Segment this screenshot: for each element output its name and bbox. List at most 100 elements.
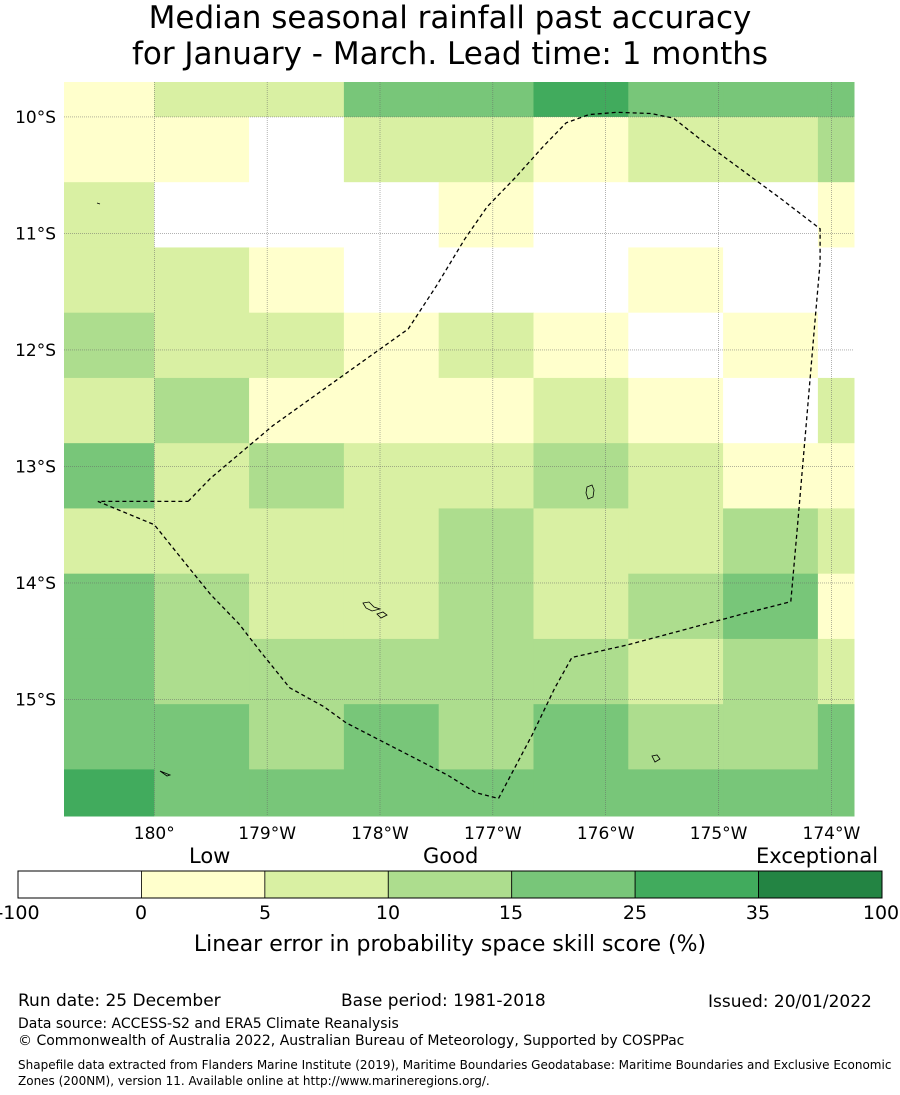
skill-score-grid xyxy=(64,82,855,817)
grid-cell xyxy=(154,312,250,379)
grid-cell xyxy=(64,182,155,248)
grid-cell xyxy=(64,704,155,770)
colorbar-swatch xyxy=(387,870,513,899)
grid-cell xyxy=(343,443,440,509)
island-outline xyxy=(159,770,172,777)
grid-cell xyxy=(249,116,345,183)
grid-cell xyxy=(817,182,855,248)
grid-cell xyxy=(723,769,819,817)
grid-cell xyxy=(154,769,250,817)
grid-cell xyxy=(817,508,855,575)
colorbar-swatch xyxy=(758,870,883,899)
run-date: Run date: 25 December xyxy=(18,991,221,1011)
grid-cell xyxy=(628,508,724,575)
grid-cell xyxy=(723,377,819,444)
grid-cell xyxy=(249,312,345,379)
latitude-tick-label: 13°S xyxy=(15,457,56,477)
grid-cell xyxy=(154,704,250,770)
grid-cell xyxy=(249,82,345,118)
island-outline xyxy=(585,484,595,500)
colorbar-tick-label: 15 xyxy=(498,902,524,924)
grid-cell xyxy=(817,638,855,705)
grid-cell xyxy=(817,573,855,640)
latitude-tick-label: 11°S xyxy=(15,224,56,244)
grid-cell xyxy=(154,82,250,118)
grid-cell xyxy=(249,247,345,314)
grid-cell xyxy=(249,573,345,640)
chart-title-line-1: Median seasonal rainfall past accuracy xyxy=(148,0,752,36)
grid-cell xyxy=(343,377,440,444)
grid-cell xyxy=(628,573,724,640)
grid-cell xyxy=(343,769,440,817)
grid-cell xyxy=(533,312,629,379)
grid-cell xyxy=(533,377,629,444)
grid-cell xyxy=(817,769,855,817)
grid-cell xyxy=(438,704,534,770)
grid-cell xyxy=(154,443,250,509)
eez-boundary-line xyxy=(97,111,821,800)
colorbar-tick-label: 25 xyxy=(622,902,648,924)
latitude-tick-label: 10°S xyxy=(15,108,56,128)
grid-cell xyxy=(343,82,440,118)
grid-cell xyxy=(438,573,534,640)
grid-cell xyxy=(723,82,819,118)
grid-cell xyxy=(438,769,534,817)
longitude-tick-label: 177°W xyxy=(464,824,522,844)
grid-cell xyxy=(438,247,534,314)
grid-cell xyxy=(628,82,724,118)
grid-cell xyxy=(438,82,534,118)
grid-cell xyxy=(249,508,345,575)
island-coastlines xyxy=(96,202,661,777)
grid-cell xyxy=(628,769,724,817)
grid-cell xyxy=(723,704,819,770)
grid-cell xyxy=(628,116,724,183)
grid-cell xyxy=(249,182,345,248)
grid-cell xyxy=(628,312,724,379)
grid-cell xyxy=(628,704,724,770)
grid-cell xyxy=(343,312,440,379)
grid-cell xyxy=(628,638,724,705)
grid-cell xyxy=(533,769,629,817)
grid-cell xyxy=(154,573,250,640)
longitude-tick-label: 176°W xyxy=(577,824,635,844)
grid-cell xyxy=(628,377,724,444)
colorbar-swatch xyxy=(634,870,759,899)
grid-cell xyxy=(154,182,250,248)
grid-cell xyxy=(628,443,724,509)
colorbar xyxy=(17,870,883,899)
grid-cell xyxy=(249,769,345,817)
axis-tick-labels: 180° 179°W 178°W 177°W 176°W 175°W 174°W 10°S 11… xyxy=(15,108,860,844)
colorbar-category-low: Low xyxy=(189,844,231,868)
grid-cell xyxy=(64,443,155,509)
grid-cell xyxy=(533,82,629,118)
grid-cell xyxy=(343,638,440,705)
grid-cell xyxy=(628,182,724,248)
island-outline xyxy=(362,601,382,612)
grid-cell xyxy=(533,182,629,248)
grid-cell xyxy=(438,116,534,183)
grid-cell xyxy=(64,82,155,118)
grid-cell xyxy=(817,247,855,314)
grid-cell xyxy=(817,704,855,770)
island-outline xyxy=(96,202,101,205)
grid-cell xyxy=(723,312,819,379)
grid-cell xyxy=(817,312,855,379)
grid-cell xyxy=(817,377,855,444)
colorbar-swatch xyxy=(17,870,142,899)
grid-cell xyxy=(64,116,155,183)
grid-cell xyxy=(723,182,819,248)
longitude-tick-label: 178°W xyxy=(351,824,409,844)
grid-cell xyxy=(817,443,855,509)
colorbar-category-exceptional: Exceptional xyxy=(756,844,879,868)
grid-cell xyxy=(249,704,345,770)
grid-cell xyxy=(249,377,345,444)
grid-cell xyxy=(438,443,534,509)
colorbar-tick-label: 0 xyxy=(134,902,148,924)
grid-cell xyxy=(723,508,819,575)
grid-cell xyxy=(64,312,155,379)
chart-title-line-2: for January - March. Lead time: 1 months xyxy=(131,36,769,72)
colorbar-tick-label: 10 xyxy=(375,902,401,924)
grid-cell xyxy=(64,377,155,444)
grid-cell xyxy=(628,247,724,314)
grid-cell xyxy=(64,638,155,705)
